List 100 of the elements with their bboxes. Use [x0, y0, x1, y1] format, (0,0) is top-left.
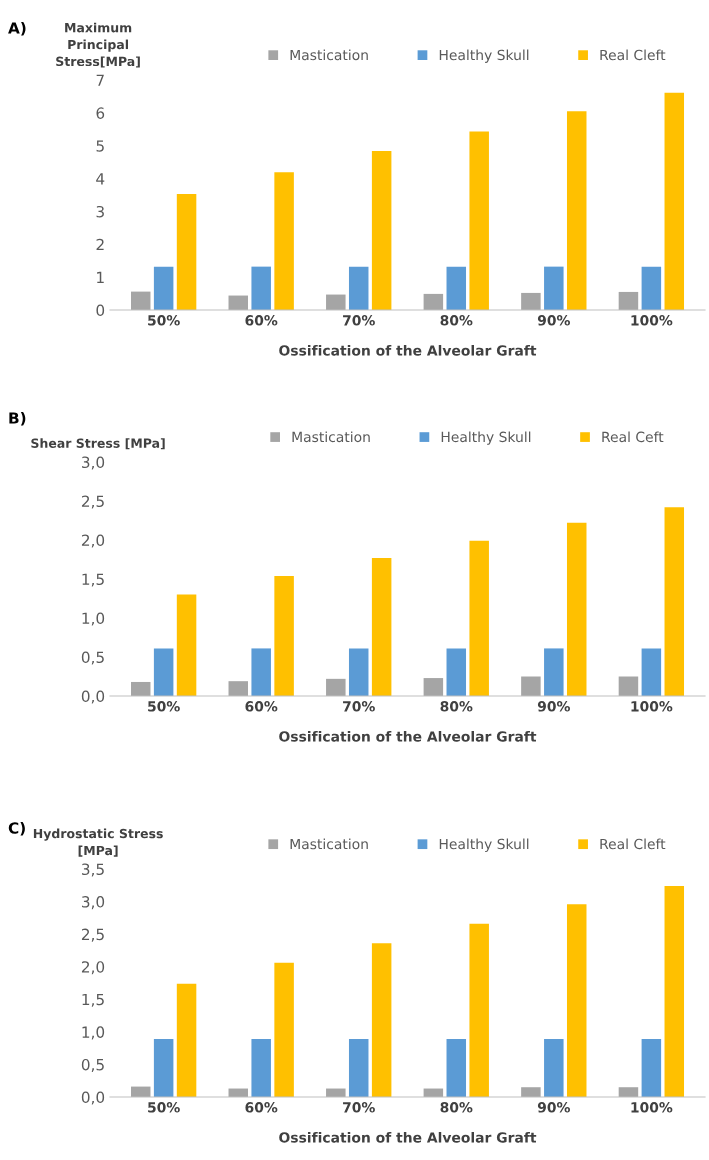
bar [566, 111, 587, 310]
bar [274, 575, 294, 696]
bar [274, 172, 294, 310]
y-axis-title: Shear Stress [MPa] [31, 438, 165, 450]
bar [326, 678, 346, 696]
x-tick-label: 60% [245, 1102, 278, 1113]
x-tick-label: 100% [631, 701, 673, 712]
legend-label: Mastication [290, 838, 368, 850]
y-tick-label: 6 [96, 107, 105, 119]
x-tick-label: 90% [537, 701, 570, 712]
bar [446, 648, 467, 696]
y-tick-label: 2,0 [81, 961, 105, 975]
y-tick-label: 7 [96, 74, 104, 86]
y-tick-label: 5 [96, 140, 104, 152]
legend-label: Mastication [290, 49, 368, 61]
text: C) [8, 822, 25, 836]
bar [618, 676, 639, 696]
legend-label: Healthy Skull [441, 431, 531, 445]
bar [228, 681, 249, 696]
bar [153, 648, 174, 696]
bar [153, 266, 174, 310]
bar [130, 291, 151, 310]
x-tick-label: 50% [148, 701, 180, 712]
x-axis-title: Ossification of the Alveolar Graft [279, 1131, 537, 1143]
bar [664, 885, 685, 1097]
bar [664, 507, 685, 696]
bar [251, 266, 271, 310]
bar [446, 1039, 467, 1097]
bar [469, 540, 489, 696]
y-tick-label: 0,5 [81, 1058, 104, 1073]
bar [641, 1039, 662, 1097]
y-tick-label: 0,5 [81, 651, 104, 665]
bar [469, 923, 489, 1097]
y-tick-label: 0,0 [81, 690, 105, 704]
bar [521, 1087, 541, 1097]
bar [521, 676, 541, 696]
y-tick-label: 2 [96, 238, 104, 251]
legend-label: Real Cleft [600, 838, 666, 850]
bar [371, 150, 392, 310]
y-tick-label: 0 [96, 304, 105, 317]
bar [348, 266, 369, 310]
y-tick-label: 1 [97, 271, 104, 283]
x-tick-label: 80% [440, 315, 473, 326]
bar [641, 648, 662, 696]
bar [348, 648, 369, 696]
legend-label: Real Cleft [600, 49, 666, 61]
bar [251, 1039, 271, 1097]
y-axis-title: Maximum Principal Stress[MPa] [56, 22, 140, 68]
text: A) [8, 22, 26, 36]
bar [371, 557, 392, 696]
y-tick-label: 0,0 [81, 1091, 105, 1105]
text: B) [9, 412, 26, 426]
y-tick-label: 3 [96, 205, 104, 218]
bar [641, 266, 662, 310]
x-tick-label: 50% [148, 315, 180, 326]
bar [251, 648, 271, 696]
bar [469, 131, 489, 310]
bar [521, 292, 541, 310]
legend-label: Mastication [292, 431, 370, 443]
bar [446, 266, 467, 310]
bar [176, 983, 197, 1097]
x-tick-label: 70% [343, 315, 375, 326]
x-tick-label: 90% [537, 315, 570, 326]
bar [566, 904, 587, 1097]
x-tick-label: 100% [631, 315, 673, 326]
bar [423, 293, 444, 310]
y-tick-label: 2,5 [81, 495, 104, 509]
y-tick-label: 3,0 [82, 456, 105, 470]
bar [566, 522, 587, 696]
y-tick-label: 1,5 [82, 993, 104, 1007]
bar [176, 594, 197, 696]
bar [423, 678, 444, 696]
bar [274, 962, 294, 1097]
x-axis-title: Ossification of the Alveolar Graft [279, 730, 537, 742]
bar [176, 194, 197, 310]
bar [153, 1039, 174, 1097]
legend-label: Healthy Skull [439, 49, 529, 63]
x-tick-label: 60% [245, 701, 278, 712]
bar [618, 291, 639, 310]
legend-label: Real Ceft [602, 431, 664, 443]
y-tick-label: 2,0 [81, 534, 105, 548]
bar [326, 294, 346, 310]
x-tick-label: 90% [537, 1102, 570, 1113]
y-tick-label: 3,0 [82, 896, 105, 910]
x-tick-label: 60% [245, 315, 278, 326]
x-tick-label: 70% [343, 701, 375, 712]
x-tick-label: 80% [440, 701, 473, 712]
x-tick-label: 50% [148, 1102, 180, 1113]
y-tick-label: 1,5 [82, 573, 104, 587]
x-tick-label: 80% [440, 1102, 473, 1113]
bar [544, 1039, 564, 1097]
x-tick-label: 70% [343, 1102, 375, 1113]
y-tick-label: 4 [96, 173, 105, 185]
bar [371, 943, 392, 1097]
legend-label: Healthy Skull [439, 838, 529, 852]
x-tick-label: 100% [631, 1102, 673, 1113]
y-tick-label: 3,5 [82, 863, 104, 877]
y-axis-title: Hydrostatic Stress [MPa] [33, 828, 163, 857]
bar [664, 92, 685, 310]
bar [544, 266, 564, 310]
